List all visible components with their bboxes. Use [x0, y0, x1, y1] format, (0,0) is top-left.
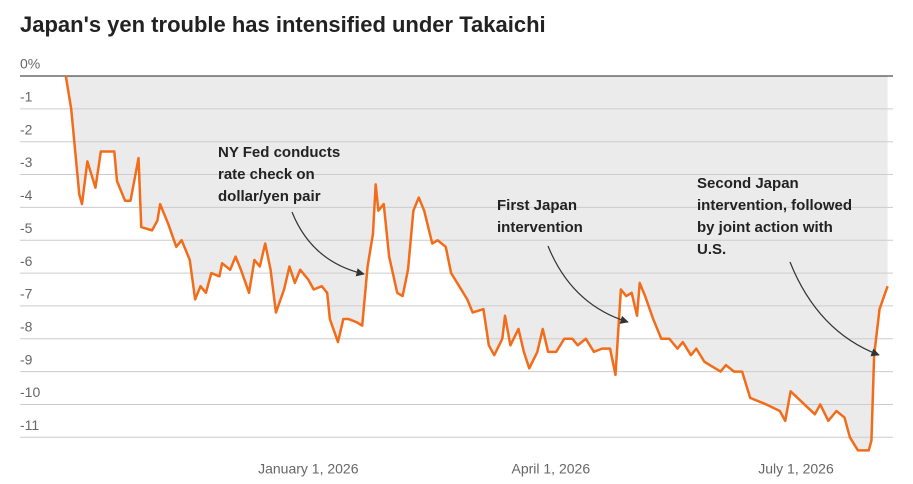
chart-title: Japan's yen trouble has intensified unde…	[20, 12, 546, 37]
annotation: NY Fed conducts	[218, 144, 340, 161]
y-tick-label: 0%	[20, 56, 40, 72]
y-tick-label: -8	[20, 318, 33, 334]
plot-area: January 1, 2026 April 1, 2026 July 1, 2026…	[20, 56, 893, 477]
annotation: intervention	[497, 219, 583, 236]
y-tick-label: -2	[20, 121, 33, 137]
annotation: by joint action with	[697, 219, 833, 236]
annotation-arrow	[291, 211, 365, 277]
area-fill	[65, 76, 888, 451]
y-tick-label: -1	[20, 89, 33, 105]
x-tick-label: April 1, 2026	[512, 461, 591, 477]
y-tick-label: -11	[20, 417, 39, 433]
x-tick-label: July 1, 2026	[758, 461, 834, 477]
annotation: dollar/yen pair	[218, 188, 321, 205]
y-tick-label: -4	[20, 187, 33, 203]
x-tick-label: January 1, 2026	[258, 461, 359, 477]
annotation-arrow	[547, 245, 629, 324]
y-tick-label: -3	[20, 154, 33, 170]
y-tick-label: -10	[20, 384, 40, 400]
annotation: Second Japan	[697, 175, 799, 192]
annotation-arrow	[789, 261, 880, 357]
y-tick-label: -7	[20, 286, 33, 302]
annotation: intervention, followed	[697, 197, 852, 214]
line	[64, 75, 889, 452]
annotation: rate check on	[218, 166, 315, 183]
annotation: First Japan	[497, 197, 577, 214]
y-tick-label: -6	[20, 253, 33, 269]
y-tick-label: -9	[20, 351, 33, 367]
y-tick-label: -5	[20, 220, 33, 236]
annotation: U.S.	[697, 241, 726, 258]
